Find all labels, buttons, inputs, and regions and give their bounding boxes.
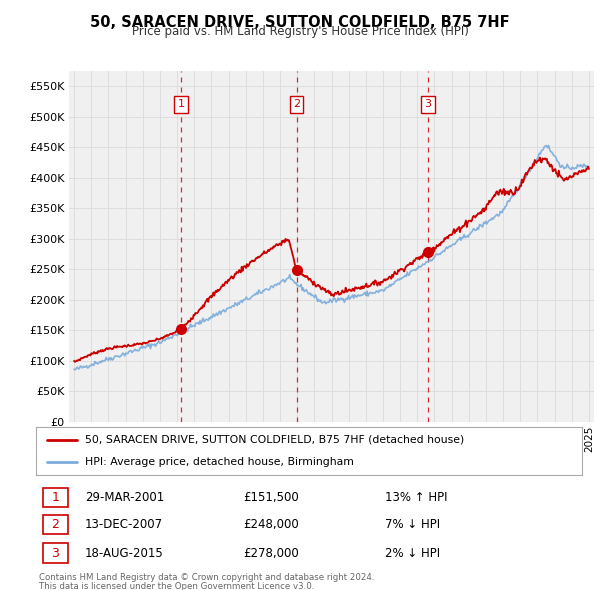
Text: 13-DEC-2007: 13-DEC-2007 [85,518,163,531]
Text: Price paid vs. HM Land Registry's House Price Index (HPI): Price paid vs. HM Land Registry's House … [131,25,469,38]
Text: £151,500: £151,500 [244,491,299,504]
Text: 50, SARACEN DRIVE, SUTTON COLDFIELD, B75 7HF (detached house): 50, SARACEN DRIVE, SUTTON COLDFIELD, B75… [85,435,464,445]
Text: 18-AUG-2015: 18-AUG-2015 [85,547,164,560]
Text: 7% ↓ HPI: 7% ↓ HPI [385,518,440,531]
Text: 3: 3 [425,99,431,109]
FancyBboxPatch shape [43,543,68,563]
Text: 13% ↑ HPI: 13% ↑ HPI [385,491,448,504]
Text: Contains HM Land Registry data © Crown copyright and database right 2024.: Contains HM Land Registry data © Crown c… [39,573,374,582]
Text: 2: 2 [293,99,300,109]
Text: 29-MAR-2001: 29-MAR-2001 [85,491,164,504]
Text: £248,000: £248,000 [244,518,299,531]
Text: 2% ↓ HPI: 2% ↓ HPI [385,547,440,560]
Text: £278,000: £278,000 [244,547,299,560]
Text: 1: 1 [52,491,59,504]
FancyBboxPatch shape [43,488,68,507]
Text: 50, SARACEN DRIVE, SUTTON COLDFIELD, B75 7HF: 50, SARACEN DRIVE, SUTTON COLDFIELD, B75… [90,15,510,30]
FancyBboxPatch shape [43,514,68,535]
Text: This data is licensed under the Open Government Licence v3.0.: This data is licensed under the Open Gov… [39,582,314,590]
Text: HPI: Average price, detached house, Birmingham: HPI: Average price, detached house, Birm… [85,457,354,467]
Text: 3: 3 [52,547,59,560]
Text: 2: 2 [52,518,59,531]
Text: 1: 1 [178,99,185,109]
